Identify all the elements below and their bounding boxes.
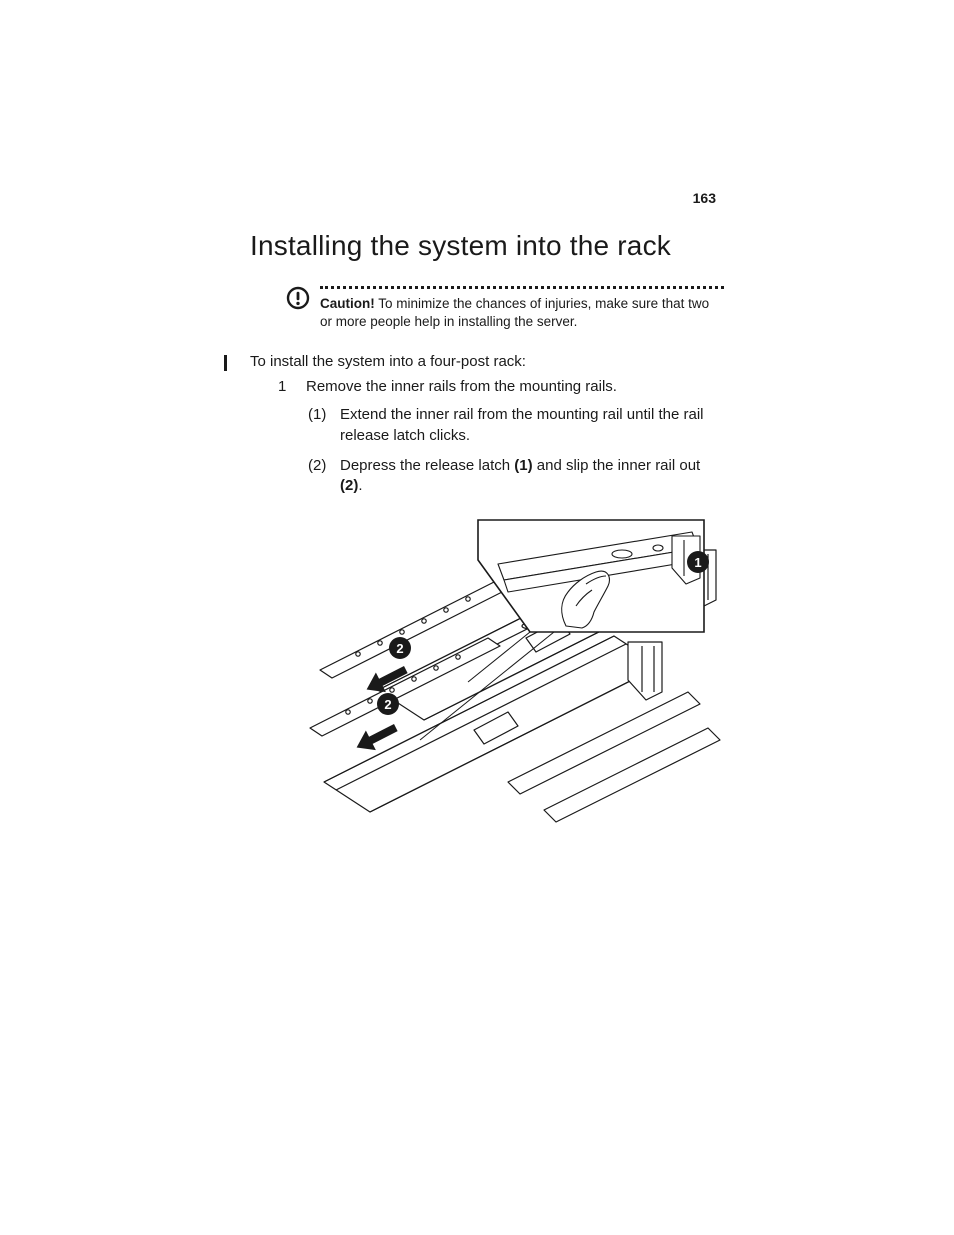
callout-2a: 2: [396, 641, 403, 656]
substep-list: (1) Extend the inner rail from the mount…: [278, 405, 724, 496]
substep-1-text: Extend the inner rail from the mounting …: [340, 405, 724, 446]
substep-2-bold1: (1): [514, 457, 532, 474]
rail-diagram: 1 2 2: [308, 514, 728, 884]
callout-1: 1: [694, 555, 701, 570]
caution-body: To minimize the chances of injuries, mak…: [320, 296, 709, 329]
intro-line: To install the system into a four-post r…: [250, 353, 724, 370]
substep-2-mid: and slip the inner rail out: [533, 457, 701, 474]
substep-2: (2) Depress the release latch (1) and sl…: [308, 456, 724, 497]
step-1-number: 1: [278, 378, 292, 395]
page-number: 163: [693, 190, 716, 206]
step-list: 1 Remove the inner rails from the mounti…: [250, 378, 724, 884]
caution-label: Caution!: [320, 296, 375, 311]
callout-2b: 2: [384, 697, 391, 712]
caution-text: Caution! To minimize the chances of inju…: [320, 295, 724, 331]
step-1: 1 Remove the inner rails from the mounti…: [278, 378, 724, 395]
caution-content: Caution! To minimize the chances of inju…: [320, 284, 724, 331]
page: 163 Installing the system into the rack …: [0, 0, 954, 1235]
caution-divider: [320, 286, 724, 289]
substep-2-pre: Depress the release latch: [340, 457, 514, 474]
substep-2-text: Depress the release latch (1) and slip t…: [340, 456, 724, 497]
substep-2-post: .: [358, 477, 362, 494]
figure: 1 2 2: [278, 514, 724, 884]
intro-text: To install the system into a four-post r…: [250, 353, 526, 370]
step-1-text: Remove the inner rails from the mounting…: [306, 378, 617, 395]
substep-2-number: (2): [308, 456, 332, 497]
change-bar: [224, 355, 227, 371]
caution-icon: [286, 286, 310, 310]
caution-block: Caution! To minimize the chances of inju…: [286, 284, 724, 331]
substep-1: (1) Extend the inner rail from the mount…: [308, 405, 724, 446]
substep-2-bold2: (2): [340, 477, 358, 494]
page-title: Installing the system into the rack: [250, 230, 724, 262]
substep-1-number: (1): [308, 405, 332, 446]
